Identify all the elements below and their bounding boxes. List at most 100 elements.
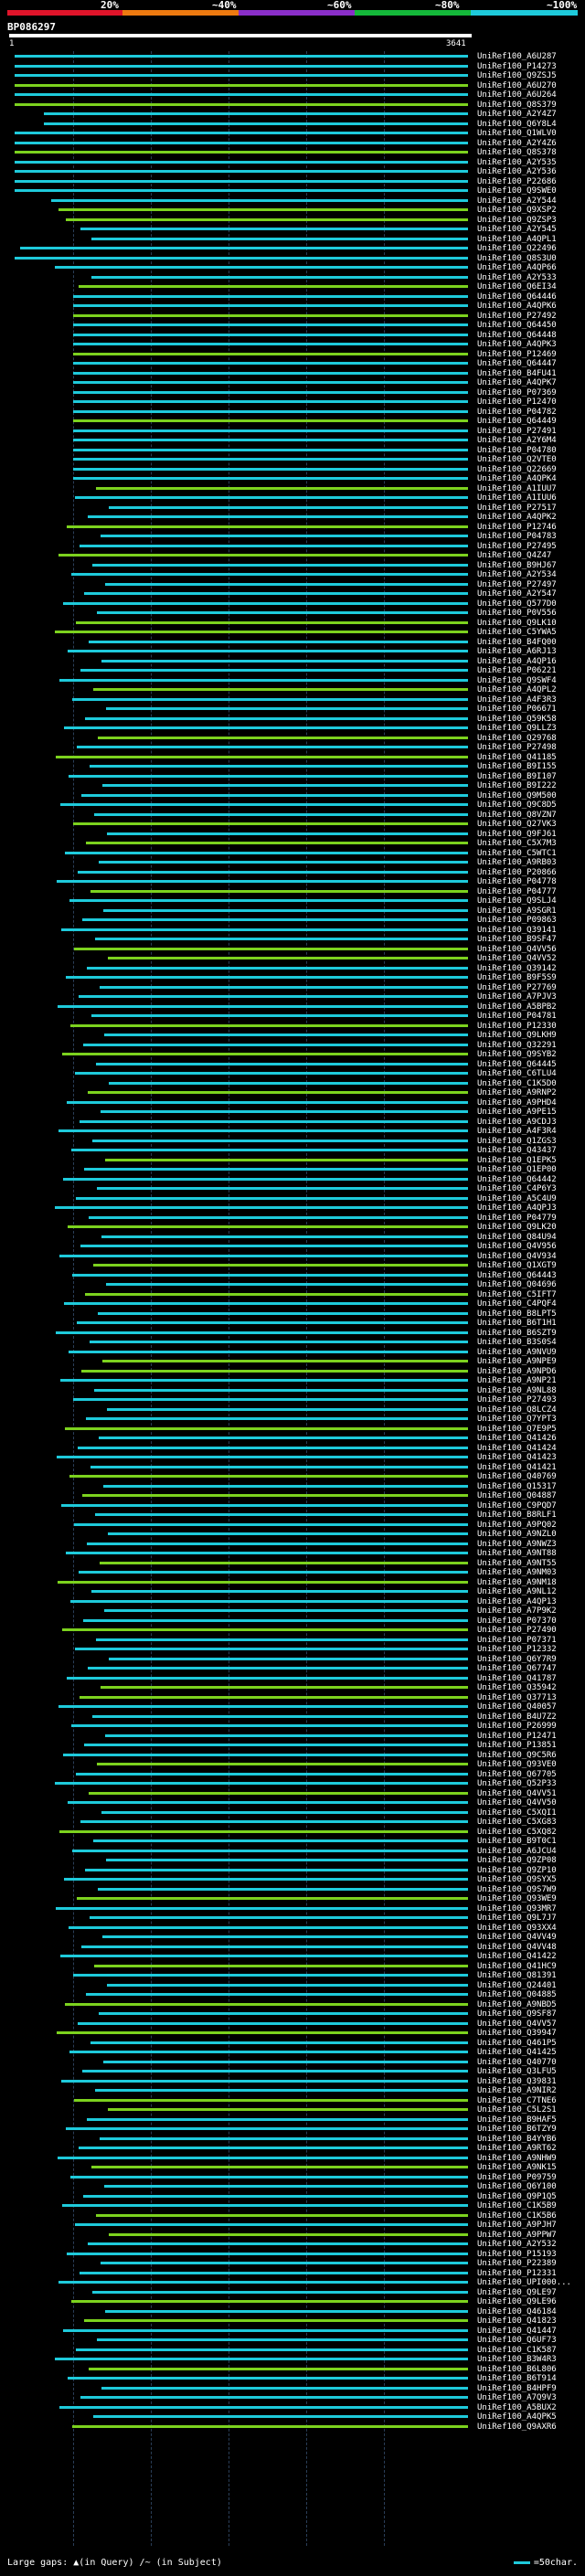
alignment-bar[interactable] (57, 1456, 468, 1458)
hit-row[interactable]: UniRef100_A7Q9V3 (0, 2392, 585, 2403)
hit-row[interactable]: UniRef100_P06221 (0, 665, 585, 676)
hit-row[interactable]: UniRef100_Q41426 (0, 1433, 585, 1444)
alignment-bar[interactable] (68, 2377, 468, 2380)
alignment-bar[interactable] (104, 1034, 468, 1036)
hit-label[interactable]: UniRef100_C1K5B6 (477, 2210, 557, 2221)
hit-row[interactable]: UniRef100_Q4Z47 (0, 550, 585, 561)
alignment-bar[interactable] (73, 458, 468, 461)
alignment-bar[interactable] (98, 1887, 468, 1891)
hit-row[interactable]: UniRef100_Q6Y7R9 (0, 1654, 585, 1665)
alignment-bar[interactable] (77, 746, 468, 748)
hit-row[interactable]: UniRef100_A4QPK2 (0, 512, 585, 523)
hit-row[interactable]: UniRef100_C5YWA5 (0, 627, 585, 638)
alignment-bar[interactable] (69, 899, 468, 902)
alignment-bar[interactable] (68, 1225, 468, 1228)
hit-label[interactable]: UniRef100_A9NPE9 (477, 1357, 557, 1366)
alignment-bar[interactable] (80, 1245, 468, 1247)
hit-row[interactable]: UniRef100_A4QPK6 (0, 301, 585, 312)
hit-label[interactable]: UniRef100_Q64449 (477, 417, 557, 426)
hit-row[interactable]: UniRef100_B3W4R3 (0, 2354, 585, 2365)
hit-row[interactable]: UniRef100_B6SZT9 (0, 1328, 585, 1339)
alignment-bar[interactable] (75, 1648, 468, 1650)
hit-label[interactable]: UniRef100_Q29768 (477, 733, 557, 743)
hit-label[interactable]: UniRef100_Q6Y8L4 (477, 119, 557, 129)
alignment-bar[interactable] (105, 1733, 468, 1737)
hit-label[interactable]: UniRef100_A2Y532 (477, 2240, 557, 2249)
hit-row[interactable]: UniRef100_Q1ZGS3 (0, 1136, 585, 1147)
hit-label[interactable]: UniRef100_A9RB03 (477, 858, 557, 867)
hit-label[interactable]: UniRef100_P07369 (477, 387, 557, 398)
hit-row[interactable]: UniRef100_Q37713 (0, 1692, 585, 1703)
hit-label[interactable]: UniRef100_C5XQI1 (477, 1807, 557, 1818)
hit-label[interactable]: UniRef100_Q41447 (477, 2326, 557, 2336)
alignment-bar[interactable] (66, 217, 468, 221)
alignment-bar[interactable] (84, 592, 468, 595)
hit-label[interactable]: UniRef100_C5XG83 (477, 1818, 557, 1827)
hit-label[interactable]: UniRef100_P07370 (477, 1616, 557, 1626)
hit-label[interactable]: UniRef100_B6SZT9 (477, 1328, 557, 1338)
hit-row[interactable]: UniRef100_Q39141 (0, 925, 585, 936)
hit-row[interactable]: UniRef100_Q84U94 (0, 1232, 585, 1243)
hit-label[interactable]: UniRef100_A2Y547 (477, 589, 557, 599)
alignment-bar[interactable] (78, 1446, 468, 1449)
hit-label[interactable]: UniRef100_P09863 (477, 916, 557, 925)
hit-row[interactable]: UniRef100_Q41185 (0, 752, 585, 763)
alignment-bar[interactable] (73, 313, 468, 317)
alignment-bar[interactable] (65, 2002, 468, 2006)
hit-label[interactable]: UniRef100_Q9LKH9 (477, 1031, 557, 1040)
alignment-bar[interactable] (86, 842, 468, 844)
hit-label[interactable]: UniRef100_Q43437 (477, 1146, 557, 1155)
hit-row[interactable]: UniRef100_P04778 (0, 876, 585, 887)
alignment-bar[interactable] (95, 938, 468, 940)
hit-row[interactable]: UniRef100_A9NL12 (0, 1586, 585, 1597)
hit-label[interactable]: UniRef100_A4F3R3 (477, 694, 557, 705)
alignment-bar[interactable] (15, 170, 468, 173)
hit-label[interactable]: UniRef100_A2Y6M4 (477, 436, 557, 445)
hit-label[interactable]: UniRef100_Q461P5 (477, 2038, 557, 2048)
hit-label[interactable]: UniRef100_C4PQF4 (477, 1299, 557, 1309)
hit-label[interactable]: UniRef100_Q577D0 (477, 599, 557, 609)
hit-row[interactable]: UniRef100_P04783 (0, 531, 585, 542)
alignment-bar[interactable] (68, 650, 468, 652)
hit-label[interactable]: UniRef100_Q9ZP08 (477, 1856, 557, 1865)
hit-label[interactable]: UniRef100_A9CDJ3 (477, 1117, 557, 1127)
hit-row[interactable]: UniRef100_A9NPD6 (0, 1366, 585, 1377)
hit-row[interactable]: UniRef100_P12331 (0, 2268, 585, 2279)
hit-label[interactable]: UniRef100_P07371 (477, 1635, 557, 1645)
alignment-bar[interactable] (15, 132, 468, 134)
hit-label[interactable]: UniRef100_P04781 (477, 1012, 557, 1021)
hit-row[interactable]: UniRef100_P12746 (0, 522, 585, 533)
alignment-bar[interactable] (83, 1618, 468, 1622)
alignment-bar[interactable] (66, 1552, 468, 1554)
hit-row[interactable]: UniRef100_A2Y545 (0, 224, 585, 235)
hit-label[interactable]: UniRef100_Q1WLV0 (477, 129, 557, 138)
hit-row[interactable]: UniRef100_Q2VTE0 (0, 454, 585, 465)
hit-label[interactable]: UniRef100_A4QPK6 (477, 302, 557, 311)
hit-row[interactable]: UniRef100_A9NVU9 (0, 1347, 585, 1358)
alignment-bar[interactable] (92, 2290, 468, 2294)
hit-label[interactable]: UniRef100_P12471 (477, 1731, 557, 1741)
hit-row[interactable]: UniRef100_A9NT55 (0, 1558, 585, 1569)
alignment-bar[interactable] (92, 1714, 468, 1718)
hit-row[interactable]: UniRef100_UPI000... (0, 2277, 585, 2288)
alignment-bar[interactable] (61, 1503, 468, 1507)
hit-label[interactable]: UniRef100_Q6EI34 (477, 282, 557, 292)
alignment-bar[interactable] (92, 1139, 468, 1142)
alignment-bar[interactable] (57, 880, 468, 883)
hit-label[interactable]: UniRef100_P12332 (477, 1645, 557, 1654)
hit-row[interactable]: UniRef100_A9NWZ3 (0, 1539, 585, 1550)
hit-row[interactable]: UniRef100_A1IUU6 (0, 493, 585, 504)
hit-row[interactable]: UniRef100_Q39947 (0, 2028, 585, 2039)
hit-row[interactable]: UniRef100_A2Y6M4 (0, 435, 585, 446)
hit-label[interactable]: UniRef100_Q9LLZ3 (477, 724, 557, 733)
hit-label[interactable]: UniRef100_Q64442 (477, 1174, 557, 1184)
hit-label[interactable]: UniRef100_A9NIR2 (477, 2086, 557, 2095)
hit-label[interactable]: UniRef100_Q9P1Q5 (477, 2191, 557, 2201)
hit-row[interactable]: UniRef100_Q1EPK5 (0, 1155, 585, 1166)
hit-row[interactable]: UniRef100_B9SF47 (0, 934, 585, 945)
hit-label[interactable]: UniRef100_Q64450 (477, 321, 557, 330)
hit-row[interactable]: UniRef100_B9I155 (0, 761, 585, 772)
hit-row[interactable]: UniRef100_Q9ZSP3 (0, 215, 585, 226)
hit-row[interactable]: UniRef100_Q9LE96 (0, 2296, 585, 2307)
hit-label[interactable]: UniRef100_A9SGR1 (477, 906, 557, 916)
